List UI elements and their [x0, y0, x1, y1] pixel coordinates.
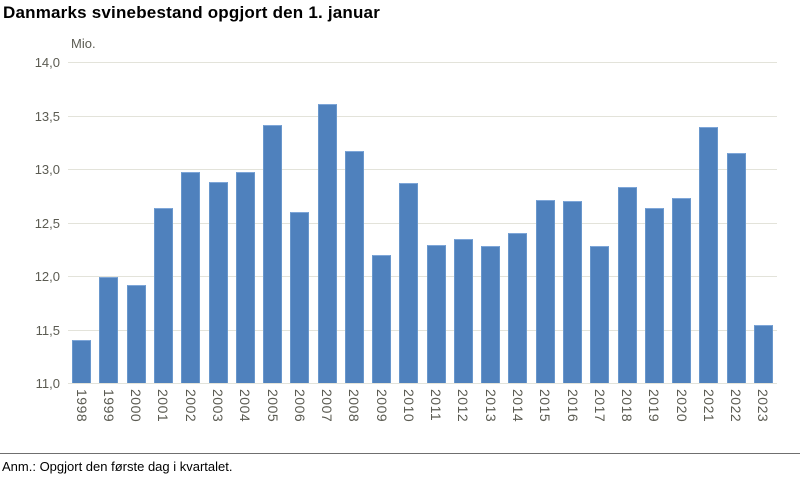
y-tick-label-13,5: 13,5 — [34, 109, 60, 124]
x-tick-label-1999: 1999 — [100, 389, 117, 423]
y-axis-unit-label: Mio. — [71, 36, 96, 51]
bar-2021 — [699, 127, 719, 383]
y-axis: 14,0 13,5 13,0 12,5 12,0 11,5 11,0 — [0, 55, 60, 391]
plot-area — [68, 62, 777, 384]
bar-2019 — [644, 207, 664, 383]
x-tick-label-2016: 2016 — [564, 389, 581, 423]
bar-1999 — [99, 277, 119, 383]
bar-2011 — [426, 245, 446, 383]
x-tick-label-2021: 2021 — [700, 389, 717, 423]
x-tick-label-2014: 2014 — [509, 389, 526, 423]
x-tick-label-2001: 2001 — [155, 389, 172, 423]
bar-2001 — [153, 207, 173, 383]
y-gridline-13,5 — [68, 116, 777, 117]
footnote-divider — [0, 453, 800, 454]
x-tick-label-2004: 2004 — [237, 389, 254, 423]
x-tick-label-2019: 2019 — [646, 389, 663, 423]
bar-2004 — [235, 172, 255, 383]
x-tick-label-2018: 2018 — [619, 389, 635, 423]
x-tick-label-2010: 2010 — [400, 389, 417, 423]
y-gridline-13,0 — [68, 169, 777, 170]
x-tick-label-2012: 2012 — [455, 389, 472, 423]
bar-2000 — [126, 284, 146, 383]
y-gridline-11,0 — [68, 383, 777, 384]
bar-2005 — [263, 125, 282, 383]
x-tick-label-2003: 2003 — [210, 389, 226, 423]
y-tick-label-11,0: 11,0 — [35, 376, 60, 391]
x-tick-label-2022: 2022 — [728, 389, 745, 423]
chart-title: Danmarks svinebestand opgjort den 1. jan… — [3, 3, 381, 22]
x-tick-label-2011: 2011 — [428, 389, 445, 422]
x-tick-label-2020: 2020 — [673, 389, 690, 423]
bar-2020 — [672, 197, 692, 383]
footnote: Anm.: Opgjort den første dag i kvartalet… — [2, 459, 233, 474]
x-tick-label-2000: 2000 — [128, 389, 145, 423]
x-tick-label-2005: 2005 — [264, 389, 281, 423]
bar-2007 — [317, 103, 337, 383]
bar-2002 — [181, 172, 201, 383]
x-tick-label-2015: 2015 — [537, 389, 554, 423]
bar-2012 — [453, 238, 473, 383]
x-tick-label-2023: 2023 — [755, 389, 772, 423]
bar-2023 — [753, 325, 773, 383]
x-tick-label-2017: 2017 — [591, 389, 608, 423]
bar-2009 — [372, 254, 392, 383]
y-tick-label-12,0: 12,0 — [34, 269, 60, 284]
x-tick-label-2013: 2013 — [482, 389, 499, 423]
bar-2018 — [617, 187, 637, 383]
x-tick-label-2002: 2002 — [182, 389, 199, 423]
bar-2008 — [344, 150, 364, 383]
bar-2013 — [481, 246, 501, 383]
y-tick-label-12,5: 12,5 — [34, 216, 60, 231]
bar-1998 — [72, 340, 92, 383]
y-gridline-14,0 — [68, 62, 777, 63]
y-tick-label-14,0: 14,0 — [34, 55, 60, 70]
x-tick-label-2009: 2009 — [373, 389, 390, 423]
bar-2010 — [399, 182, 419, 383]
y-gridline-12,5 — [68, 223, 777, 224]
y-tick-label-13,0: 13,0 — [34, 162, 60, 177]
bar-2006 — [290, 211, 310, 383]
bar-2017 — [590, 246, 610, 383]
x-tick-label-2006: 2006 — [291, 389, 308, 423]
x-tick-label-1998: 1998 — [73, 389, 90, 423]
bar-2003 — [208, 181, 228, 383]
bar-2016 — [563, 201, 582, 383]
x-tick-label-2008: 2008 — [346, 389, 363, 423]
bar-2022 — [726, 152, 746, 383]
y-gridline-11,5 — [68, 330, 777, 331]
x-tick-label-2007: 2007 — [319, 389, 336, 423]
x-axis: 1998 1999 2000 2001 2002 2003 2004 2005 2006 2007… — [68, 389, 777, 441]
bar-2015 — [535, 200, 555, 383]
bar-2014 — [508, 233, 528, 383]
y-tick-label-11,5: 11,5 — [35, 323, 60, 338]
y-gridline-12,0 — [68, 276, 777, 277]
